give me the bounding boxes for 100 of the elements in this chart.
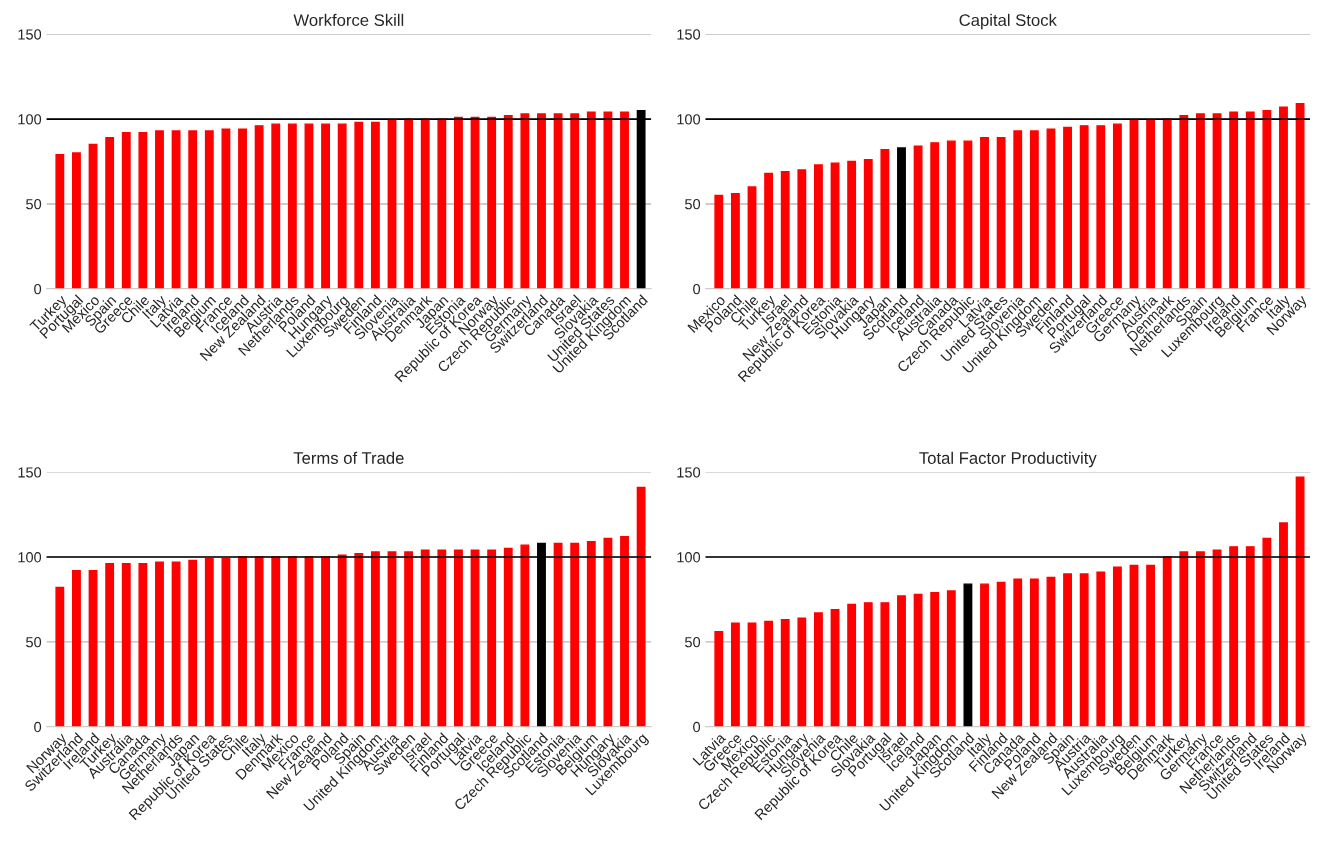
bar <box>337 123 347 289</box>
bar <box>570 113 580 289</box>
bar <box>553 113 563 289</box>
y-tick-label: 50 <box>26 636 42 648</box>
bar <box>1245 111 1255 289</box>
bar <box>930 142 940 289</box>
bar <box>1229 111 1239 289</box>
bar <box>1029 578 1039 727</box>
bar <box>304 123 314 289</box>
bar <box>963 140 973 289</box>
bar <box>88 143 98 289</box>
bar <box>946 590 956 727</box>
bar <box>880 148 890 289</box>
bar <box>1179 551 1189 727</box>
bar <box>1079 573 1089 727</box>
bar <box>404 551 414 727</box>
bar <box>570 542 580 727</box>
bar <box>1245 546 1255 727</box>
bar <box>586 541 596 727</box>
y-tick-label: 100 <box>18 552 42 563</box>
y-tick-label: 150 <box>18 467 42 478</box>
bar <box>188 559 198 727</box>
bar <box>1046 576 1056 727</box>
bar <box>1262 537 1272 727</box>
y-tick-label: 100 <box>18 114 42 125</box>
bar <box>204 558 214 727</box>
y-tick-label: 150 <box>677 29 701 40</box>
bar <box>321 123 331 289</box>
chart-title: Total Factor Productivity <box>919 451 1097 468</box>
bar <box>105 563 115 727</box>
y-tick-label: 150 <box>18 29 42 40</box>
bar <box>437 118 447 289</box>
y-tick-label: 150 <box>677 467 701 478</box>
bar <box>980 137 989 289</box>
chart-title: Capital Stock <box>959 13 1057 30</box>
bar <box>847 603 857 727</box>
bar <box>171 130 181 289</box>
bar <box>1162 118 1172 289</box>
bar <box>603 111 613 289</box>
bar <box>1229 546 1239 727</box>
bar <box>537 113 546 289</box>
bar <box>603 537 613 727</box>
bar <box>586 111 596 289</box>
bar <box>1179 114 1189 289</box>
bar <box>897 595 906 727</box>
bar <box>254 556 264 727</box>
bar <box>1096 571 1106 727</box>
bar <box>620 111 629 289</box>
y-tick-label: 100 <box>677 114 701 125</box>
bar <box>271 123 281 289</box>
y-tick-label: 100 <box>677 552 701 563</box>
bar <box>1162 556 1172 727</box>
bar <box>155 561 164 727</box>
bar <box>553 542 563 727</box>
bar <box>121 563 131 727</box>
bar <box>863 602 873 727</box>
bar <box>880 602 890 727</box>
bar <box>420 549 430 727</box>
bar <box>636 486 646 727</box>
bar <box>287 556 297 727</box>
bar <box>863 159 873 289</box>
chart-title: Workforce Skill <box>293 13 404 27</box>
bar <box>814 612 823 727</box>
bar <box>1013 130 1023 289</box>
bar <box>1279 106 1288 289</box>
bar <box>221 128 231 289</box>
y-tick-label: 50 <box>685 636 701 648</box>
bar <box>963 583 973 727</box>
bar <box>797 617 807 727</box>
bar <box>897 147 906 289</box>
bar <box>387 120 397 289</box>
bar <box>420 118 430 289</box>
y-tick-label: 0 <box>693 283 701 295</box>
bar <box>1063 126 1072 289</box>
bar <box>847 160 857 289</box>
bar <box>370 551 380 727</box>
bar <box>337 554 347 727</box>
bar <box>1112 123 1122 289</box>
bar <box>520 113 530 289</box>
bar <box>88 569 98 727</box>
y-tick-label: 0 <box>693 721 701 733</box>
bar <box>1129 120 1139 289</box>
bar <box>72 569 81 727</box>
bar <box>321 556 331 727</box>
bar <box>1029 130 1039 289</box>
bar <box>55 154 65 289</box>
bar <box>913 593 923 727</box>
bar <box>437 549 447 727</box>
bar <box>354 121 364 289</box>
bar <box>503 547 513 727</box>
bar <box>814 164 823 289</box>
bar <box>1279 522 1288 727</box>
bar <box>780 619 790 727</box>
bar <box>1295 103 1305 289</box>
bar <box>254 125 264 289</box>
bar <box>1079 125 1089 289</box>
bar <box>354 552 364 727</box>
bar <box>404 118 414 289</box>
bar <box>105 137 115 289</box>
bar <box>996 581 1006 727</box>
